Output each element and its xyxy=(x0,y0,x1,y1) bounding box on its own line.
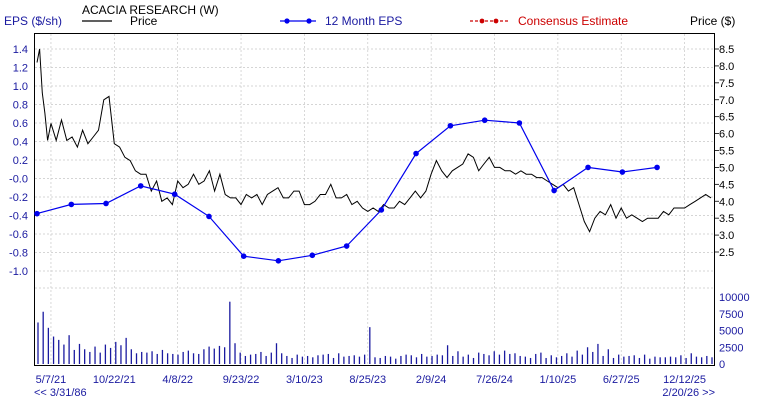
price-tick-label: 8.5 xyxy=(719,44,734,56)
eps-tick-label: 1.0 xyxy=(13,81,28,93)
eps-point xyxy=(309,252,316,259)
eps-point xyxy=(343,243,350,249)
x-tick-label: 1/10/25 xyxy=(540,374,577,386)
eps-point xyxy=(240,253,247,259)
volume-tick-label: 5000 xyxy=(719,326,743,338)
axis-labels: 1.4 1.2 1.0 0.8 0.6 0.4 0.2 -0.0 -0.2 -0.4 -0.6 -0.… xyxy=(9,44,750,386)
price-tick-label: 7.0 xyxy=(719,95,734,107)
price-tick-label: 5.5 xyxy=(719,146,734,158)
x-tick-label: 6/27/25 xyxy=(603,374,640,386)
volume-tick-label: 0 xyxy=(719,359,725,371)
x-tick-label: 2/9/24 xyxy=(416,374,447,386)
price-tick-label: 4.0 xyxy=(719,196,734,208)
eps-tick-label: 0.2 xyxy=(13,155,28,167)
x-tick-label: 9/23/22 xyxy=(223,374,260,386)
x-tick-label: 8/25/23 xyxy=(349,374,386,386)
x-tick-label: 4/8/22 xyxy=(162,374,193,386)
price-tick-label: 7.5 xyxy=(719,78,734,90)
volume-bars xyxy=(37,301,713,364)
eps-point xyxy=(654,164,660,171)
eps-point xyxy=(551,187,557,194)
plot-frame xyxy=(34,33,715,366)
price-tick-label: 6.0 xyxy=(719,129,734,141)
eps-tick-label: -0.8 xyxy=(9,248,28,260)
eps-point xyxy=(137,183,144,189)
price-tick-label: 6.5 xyxy=(719,112,734,124)
eps-point xyxy=(103,200,109,207)
end-date-label: 2/20/26 >> xyxy=(662,387,715,399)
price-axis-label: Price ($) xyxy=(690,14,735,28)
volume-tick-label: 7500 xyxy=(719,309,743,321)
eps-point xyxy=(585,164,591,171)
eps-tick-label: -0.2 xyxy=(9,192,28,204)
price-series xyxy=(36,48,712,233)
eps-point xyxy=(206,213,212,220)
price-tick-label: 5.0 xyxy=(719,162,734,174)
eps-legend-swatch xyxy=(280,18,316,24)
volume-tick-label: 2500 xyxy=(719,342,743,354)
x-tick-label: 7/26/24 xyxy=(476,374,513,386)
consensus-legend-label: Consensus Estimate xyxy=(518,14,628,28)
eps-point xyxy=(516,120,523,126)
eps-series xyxy=(34,117,660,264)
eps-point xyxy=(413,150,419,157)
price-tick-label: 8.0 xyxy=(719,61,734,73)
chart-title: ACACIA RESEARCH (W) xyxy=(82,3,219,17)
eps-point xyxy=(34,210,40,217)
price-tick-label: 3.0 xyxy=(719,230,734,242)
volume-tick-label: 10000 xyxy=(719,292,750,304)
eps-tick-label: -0.4 xyxy=(9,211,28,223)
eps-tick-label: 0.6 xyxy=(13,118,28,130)
start-date-label: << 3/31/86 xyxy=(34,387,87,399)
x-tick-label: 3/10/23 xyxy=(286,374,323,386)
eps-tick-label: -1.0 xyxy=(9,266,28,278)
eps-tick-label: 1.4 xyxy=(13,44,28,56)
eps-legend-label: 12 Month EPS xyxy=(325,14,402,28)
price-tick-label: 4.5 xyxy=(719,179,734,191)
eps-tick-label: -0.0 xyxy=(9,174,28,186)
eps-tick-label: 0.4 xyxy=(13,137,28,149)
x-tick-label: 10/22/21 xyxy=(93,374,136,386)
eps-point xyxy=(481,117,488,124)
x-tick-label: 12/12/25 xyxy=(663,374,706,386)
grid xyxy=(35,34,715,365)
eps-point xyxy=(171,191,178,198)
eps-point xyxy=(275,258,282,264)
eps-point xyxy=(378,207,385,213)
price-tick-label: 2.5 xyxy=(719,247,734,259)
price-line xyxy=(36,48,712,233)
price-legend-label: Price xyxy=(130,14,158,28)
consensus-legend-swatch xyxy=(470,18,510,24)
price-tick-label: 3.5 xyxy=(719,213,734,225)
eps-tick-label: -0.6 xyxy=(9,229,28,241)
eps-tick-label: 0.8 xyxy=(13,100,28,112)
eps-tick-label: 1.2 xyxy=(13,63,28,75)
eps-point xyxy=(68,201,75,208)
eps-point xyxy=(619,169,626,175)
x-tick-label: 5/7/21 xyxy=(36,374,67,386)
eps-axis-label: EPS ($/sh) xyxy=(4,14,62,28)
eps-point xyxy=(447,122,454,129)
